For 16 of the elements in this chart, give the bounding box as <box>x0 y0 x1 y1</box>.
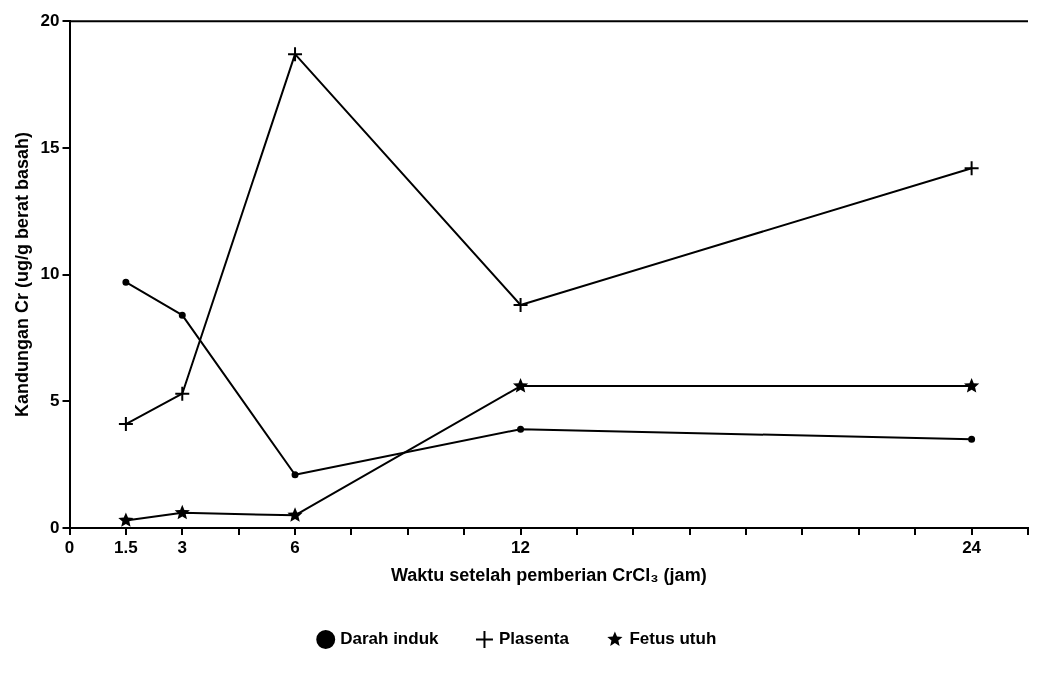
y-tick-label: 20 <box>40 10 60 30</box>
y-axis-title: Kandungan Cr (ug/g berat basah) <box>11 132 32 418</box>
y-tick-label: 0 <box>50 517 60 537</box>
y-tick-label: 15 <box>40 137 60 157</box>
x-tick-label: 0 <box>64 537 75 557</box>
legend-label: Darah induk <box>340 629 440 649</box>
legend-label: Plasenta <box>498 629 570 649</box>
y-tick-label: 10 <box>40 264 60 284</box>
legend-label: Fetus utuh <box>629 629 717 649</box>
y-tick-label: 5 <box>50 390 60 410</box>
x-tick-label: 1.5 <box>114 537 138 557</box>
x-tick-label: 24 <box>962 537 982 557</box>
x-tick-label: 12 <box>511 537 531 557</box>
x-tick-label: 6 <box>290 537 300 557</box>
x-axis-title: Waktu setelah pemberian CrCl₃ (jam) <box>390 565 707 586</box>
x-tick-label: 3 <box>177 537 188 557</box>
